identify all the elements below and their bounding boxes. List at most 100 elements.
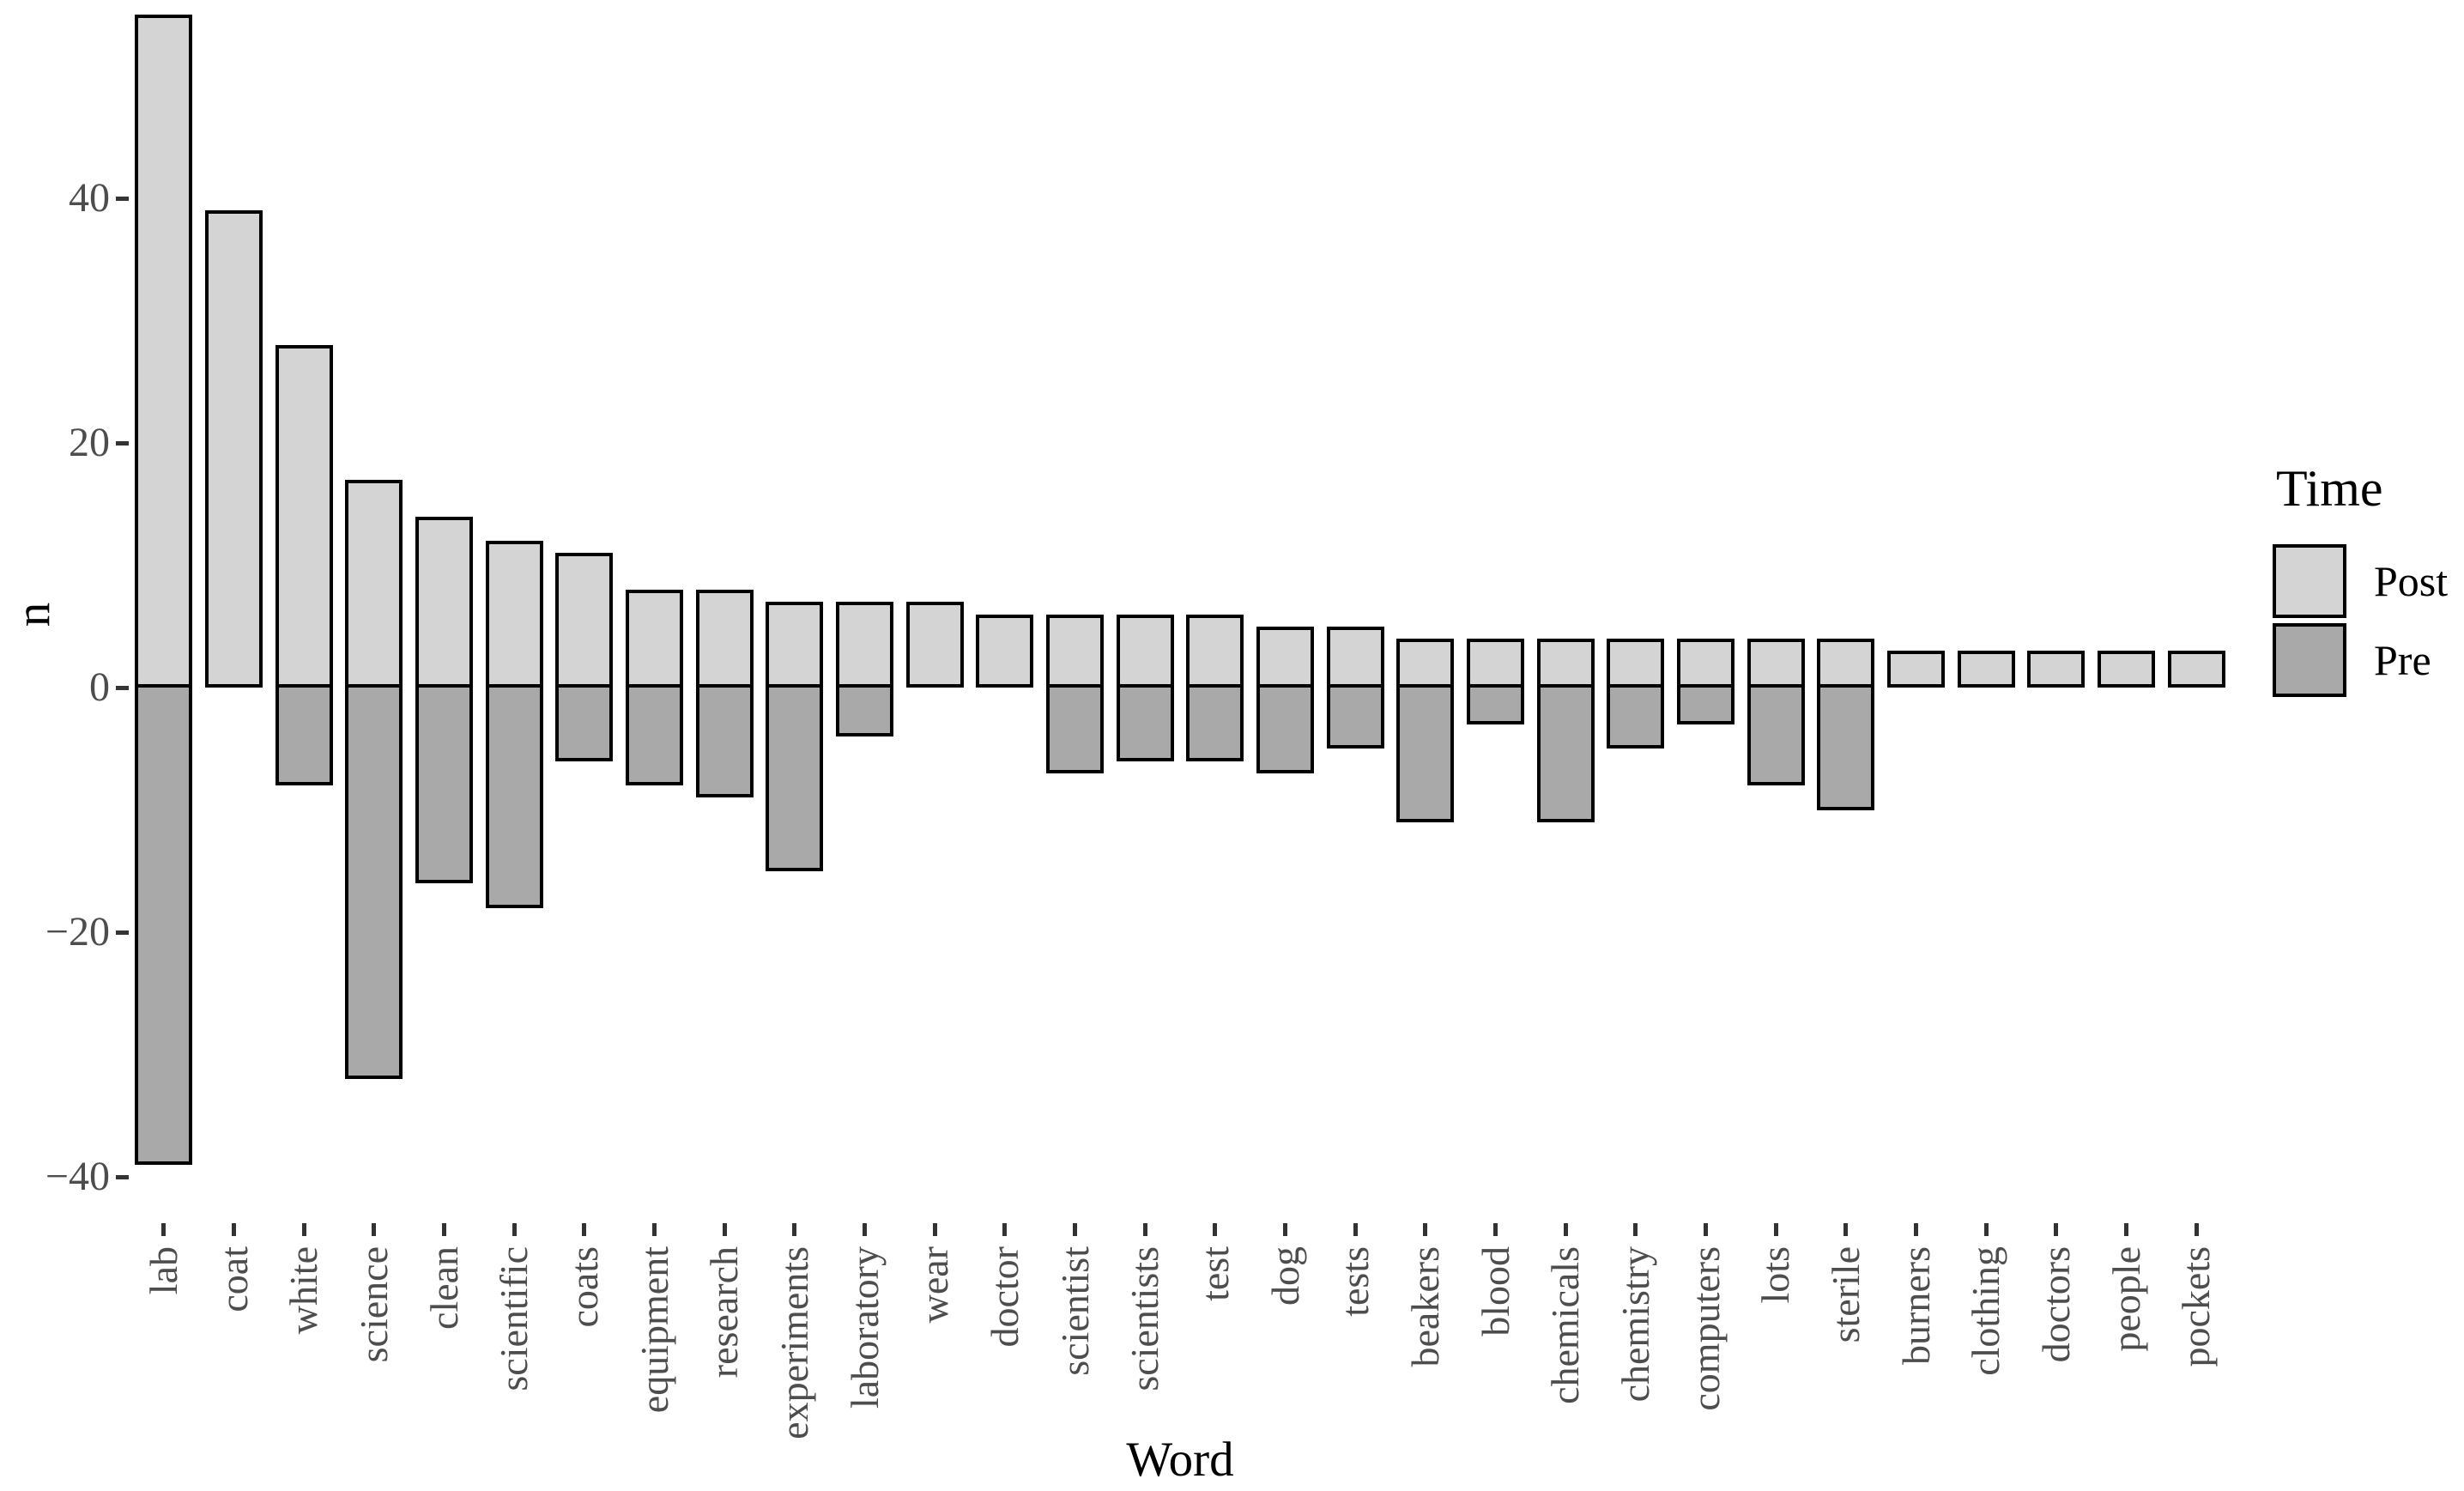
x-tick-label-white: white [282,1246,325,1334]
x-tick-label-research: research [702,1246,746,1378]
x-tick-mark [1353,1223,1358,1236]
bar-pre-laboratory [836,683,893,736]
bar-pre-science [345,683,403,1079]
y-tick-mark [116,440,129,445]
bar-post-clothing [1957,651,2015,688]
y-tick-label: −20 [45,909,110,955]
y-tick-label: 20 [69,420,110,465]
bar-post-laboratory [836,602,893,688]
x-tick-mark [863,1223,867,1236]
bar-pre-lab [135,683,193,1165]
x-tick-label-wear: wear [912,1246,956,1323]
x-tick-label-text: chemicals [1543,1246,1588,1404]
x-tick-mark [932,1223,937,1236]
x-tick-mark [1213,1223,1218,1236]
x-tick-label-text: experiments [772,1246,816,1439]
y-tick-mark [116,196,129,201]
bar-post-equipment [626,590,683,688]
bar-post-lots [1747,639,1805,688]
x-tick-label-scientist: scientist [1053,1246,1097,1376]
x-tick-label-dog: dog [1263,1246,1307,1306]
x-tick-mark [512,1223,517,1236]
x-tick-mark [2194,1223,2199,1236]
x-tick-mark [442,1223,446,1236]
x-tick-label-text: scientists [1123,1246,1167,1391]
bar-pre-equipment [626,683,683,785]
x-tick-label-doctors: doctors [2033,1246,2078,1363]
x-tick-label-text: pockets [2174,1246,2219,1367]
x-tick-mark [1563,1223,1568,1236]
bar-post-coats [555,553,614,688]
x-tick-label-text: doctors [2033,1246,2078,1363]
x-tick-mark [1633,1223,1638,1236]
legend-label: Post [2374,557,2449,605]
y-tick-label: 0 [89,664,110,710]
x-tick-label-clothing: clothing [1964,1246,2008,1376]
x-tick-mark [1073,1223,1077,1236]
x-tick-mark [2124,1223,2128,1236]
bar-post-tests [1326,626,1384,688]
bar-post-lab [135,15,193,688]
bar-post-doctor [976,614,1034,688]
x-tick-label-text: white [282,1246,326,1335]
bar-post-test [1186,614,1244,688]
x-tick-label-text: clothing [1964,1246,2008,1376]
x-tick-label-text: tests [1333,1246,1377,1317]
x-tick-label-pockets: pockets [2174,1246,2219,1367]
x-tick-mark [1983,1223,1989,1236]
x-tick-label-scientists: scientists [1123,1246,1166,1391]
x-tick-mark [652,1223,657,1236]
bar-post-scientists [1116,614,1174,688]
x-tick-label-experiments: experiments [772,1246,816,1439]
bar-post-chemistry [1607,639,1665,688]
bar-pre-sterile [1817,683,1875,810]
x-tick-mark [1704,1223,1708,1236]
x-tick-mark [1914,1223,1918,1236]
x-tick-mark [1843,1223,1849,1236]
bar-pre-computers [1677,683,1734,724]
bar-post-clean [415,516,473,688]
bar-pre-chemicals [1536,683,1595,822]
x-tick-label-coat: coat [212,1246,256,1312]
x-tick-label-text: blood [1473,1246,1517,1336]
x-tick-mark [301,1223,306,1236]
bar-pre-white [275,683,333,785]
x-axis-title: Word [1126,1433,1234,1487]
bar-post-research [695,590,754,688]
y-tick-mark [116,1174,129,1179]
bar-pre-coats [555,683,614,761]
bar-post-white [275,345,333,688]
x-tick-label-text: chemistry [1613,1246,1657,1403]
x-tick-label-people: people [2104,1246,2148,1352]
x-tick-label-tests: tests [1333,1246,1377,1317]
bar-pre-lots [1747,683,1805,785]
bar-pre-research [695,683,754,798]
x-tick-mark [1773,1223,1778,1236]
x-tick-label-text: beakers [1402,1246,1447,1367]
x-tick-label-text: scientific [492,1246,536,1391]
x-tick-label-sterile: sterile [1824,1246,1868,1343]
x-tick-label-science: science [351,1246,396,1363]
bar-pre-scientist [1046,683,1104,773]
x-tick-mark [1283,1223,1287,1236]
legend-swatch-post [2273,544,2346,618]
bar-post-coat [205,210,263,688]
x-tick-label-equipment: equipment [633,1246,676,1413]
x-tick-mark [372,1223,377,1236]
bar-pre-chemistry [1607,683,1665,749]
x-tick-label-computers: computers [1683,1246,1728,1411]
x-tick-label-text: equipment [632,1246,676,1414]
x-tick-label-doctor: doctor [983,1246,1026,1348]
x-tick-mark [232,1223,236,1236]
bar-pre-dog [1256,683,1314,773]
bar-pre-tests [1326,683,1384,749]
bar-post-computers [1677,639,1734,688]
x-tick-label-text: science [351,1246,396,1363]
bar-post-scientist [1046,614,1104,688]
x-tick-label-text: test [1192,1246,1237,1301]
x-tick-label-text: computers [1683,1246,1728,1411]
x-tick-mark [2054,1223,2059,1236]
bar-post-pockets [2167,651,2225,688]
x-tick-mark [1423,1223,1428,1236]
y-tick-label: 40 [69,175,110,221]
